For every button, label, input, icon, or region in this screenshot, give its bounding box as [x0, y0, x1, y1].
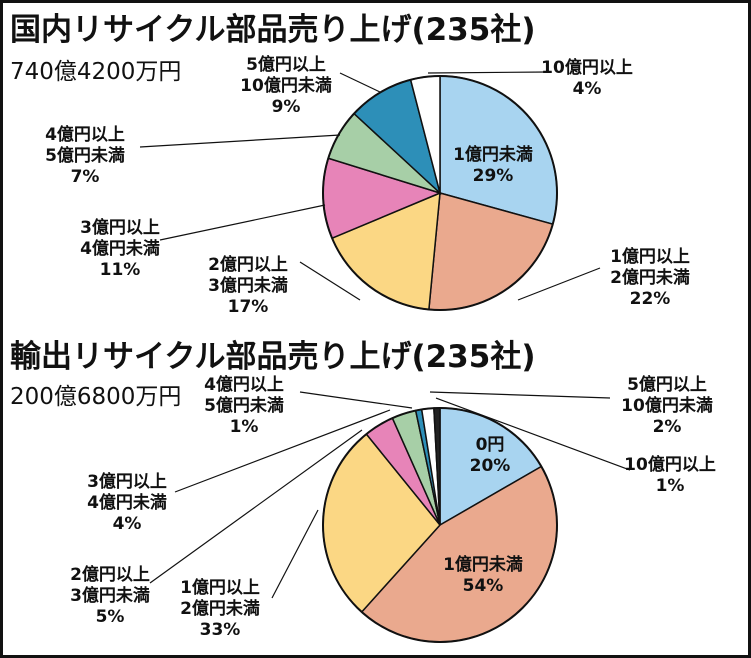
pie-1-label-6: 5億円以上 10億円未満 9% [240, 54, 332, 117]
pie-1-label-4: 3億円以上 4億円未満 11% [80, 217, 160, 280]
pie-2-leader-6 [299, 391, 413, 409]
pie-2-label-4: 2億円以上 3億円未満 5% [70, 564, 150, 627]
pie-export: 0円 20% 1億円未満 54% 1億円以上 2億円未満 33% 2億円以上 3億円未満 5% 3億… [70, 374, 716, 643]
pie-1-leader-3 [299, 261, 361, 301]
pie-2-leader-3 [271, 509, 319, 599]
pie-2-label-6: 4億円以上 5億円未満 1% [204, 374, 284, 437]
pie-2-label-5: 3億円以上 4億円未満 4% [87, 471, 167, 534]
chart-1-title: 国内リサイクル部品売り上げ(235社) [10, 12, 536, 48]
pie-1-label-3: 2億円以上 3億円未満 17% [208, 254, 288, 317]
pie-2-leader-5 [174, 409, 391, 493]
pie-2-label-2: 1億円未満 54% [443, 554, 523, 596]
chart-2-total: 200億6800万円 [10, 384, 181, 410]
pie-2-leader-7 [429, 391, 611, 399]
pie-1-leader-7 [427, 71, 549, 74]
pie-1-label-5: 4億円以上 5億円未満 7% [45, 124, 125, 187]
pie-2-label-1: 0円 20% [470, 435, 511, 476]
pie-1-leader-5 [139, 134, 341, 148]
pie-1-leader-6 [339, 72, 381, 93]
pie-2-leader-4 [149, 429, 363, 584]
chart-2-title: 輸出リサイクル部品売り上げ(235社) [10, 339, 536, 375]
pie-domestic: 1億円未満 29% 1億円以上 2億円未満 22% 2億円以上 3億円未満 17% 3億円以上 4… [45, 54, 690, 317]
pie-2-label-3: 1億円以上 2億円未満 33% [180, 577, 260, 640]
pie-2-label-8: 10億円以上 1% [624, 454, 716, 496]
pie-1-outline [322, 75, 558, 311]
pie-1-label-1: 1億円未満 29% [453, 144, 533, 186]
chart-1-total: 740億4200万円 [10, 59, 181, 85]
pie-1-leader-4 [159, 204, 326, 241]
pie-2-leader-8 [435, 397, 631, 471]
pie-2-outline [322, 407, 558, 643]
pie-1-leader-2 [517, 267, 601, 301]
pie-2-label-7: 5億円以上 10億円未満 2% [621, 374, 713, 437]
pie-1-label-2: 1億円以上 2億円未満 22% [610, 246, 690, 309]
pie-1-label-7: 10億円以上 4% [541, 57, 633, 99]
